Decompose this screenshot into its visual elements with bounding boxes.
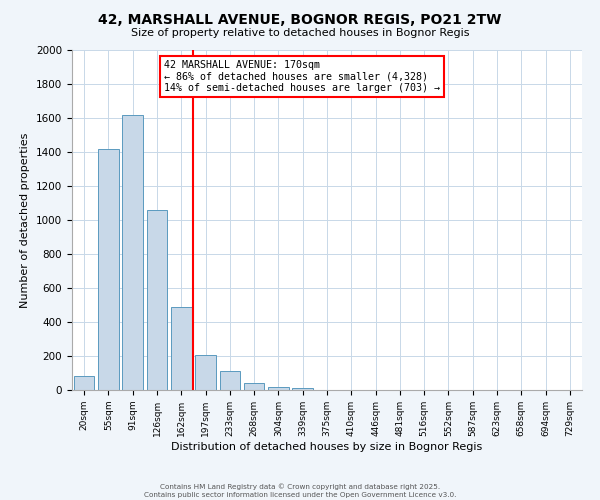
Bar xyxy=(171,306,191,390)
Text: 42 MARSHALL AVENUE: 170sqm
← 86% of detached houses are smaller (4,328)
14% of s: 42 MARSHALL AVENUE: 170sqm ← 86% of deta… xyxy=(164,60,440,94)
X-axis label: Distribution of detached houses by size in Bognor Regis: Distribution of detached houses by size … xyxy=(172,442,482,452)
Bar xyxy=(195,355,216,390)
Bar xyxy=(98,148,119,390)
Bar xyxy=(122,114,143,390)
Text: 42, MARSHALL AVENUE, BOGNOR REGIS, PO21 2TW: 42, MARSHALL AVENUE, BOGNOR REGIS, PO21 … xyxy=(98,12,502,26)
Bar xyxy=(146,210,167,390)
Bar xyxy=(74,376,94,390)
Bar xyxy=(220,372,240,390)
Bar xyxy=(244,383,265,390)
Bar xyxy=(268,386,289,390)
Text: Size of property relative to detached houses in Bognor Regis: Size of property relative to detached ho… xyxy=(131,28,469,38)
Y-axis label: Number of detached properties: Number of detached properties xyxy=(20,132,31,308)
Text: Contains HM Land Registry data © Crown copyright and database right 2025.
Contai: Contains HM Land Registry data © Crown c… xyxy=(144,484,456,498)
Bar xyxy=(292,388,313,390)
